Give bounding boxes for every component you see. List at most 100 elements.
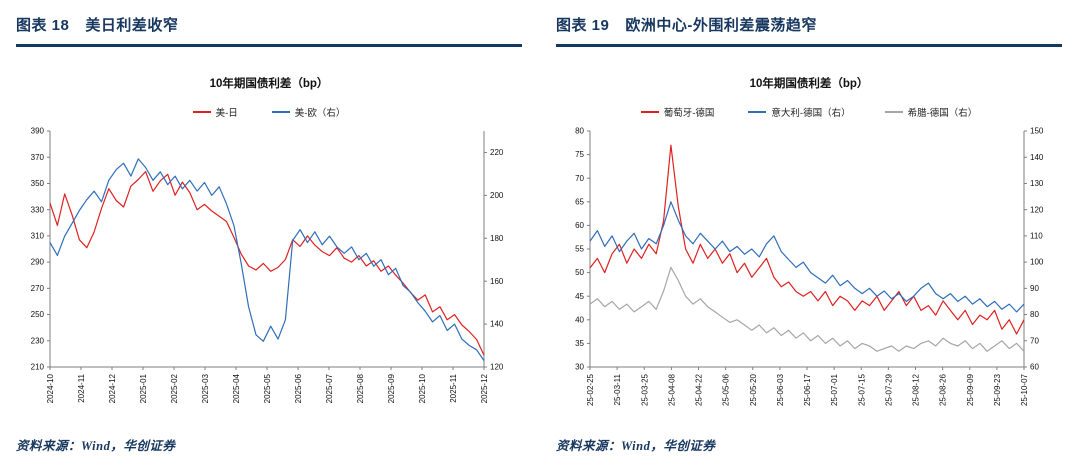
legend-label: 美-日	[215, 108, 238, 119]
svg-text:50: 50	[575, 268, 584, 277]
svg-text:25-06-17: 25-06-17	[803, 373, 812, 406]
legend-item: 希腊-德国（右）	[884, 105, 978, 119]
svg-text:25-04-22: 25-04-22	[695, 373, 704, 406]
svg-text:120: 120	[1030, 205, 1044, 214]
legend-swatch	[192, 111, 211, 113]
svg-text:25-10-07: 25-10-07	[1020, 373, 1029, 406]
figure-panel-19: 图表 19 欧洲中心-外围利差震荡趋窄 10年期国债利差（bp） 葡萄牙-德国 意…	[540, 0, 1080, 468]
legend-swatch	[271, 111, 290, 113]
svg-text:25-05-06: 25-05-06	[722, 373, 731, 406]
figure-caption: 图表 19 欧洲中心-外围利差震荡趋窄	[556, 14, 1062, 47]
legend-swatch	[640, 111, 659, 113]
legend-label: 葡萄牙-德国	[663, 108, 715, 119]
svg-text:45: 45	[575, 292, 584, 301]
svg-text:390: 390	[31, 127, 45, 136]
svg-text:25-07-15: 25-07-15	[857, 373, 866, 406]
svg-text:80: 80	[1030, 310, 1039, 319]
svg-text:25-09-23: 25-09-23	[993, 373, 1002, 406]
svg-text:55: 55	[575, 245, 584, 254]
svg-text:2025-12: 2025-12	[480, 373, 489, 403]
svg-text:270: 270	[31, 284, 45, 293]
svg-text:2025-01: 2025-01	[139, 373, 148, 403]
svg-text:2024-12: 2024-12	[108, 373, 117, 403]
svg-text:25-09-09: 25-09-09	[966, 373, 975, 406]
svg-text:90: 90	[1030, 284, 1039, 293]
legend-item: 意大利-德国（右）	[748, 105, 851, 119]
svg-text:310: 310	[31, 231, 45, 240]
svg-text:70: 70	[1030, 336, 1039, 345]
line-chart: 30 35 40 45 50 55 60 65 70 75 80 60 70 80 90 100 110 120 1…	[575, 127, 1044, 406]
svg-text:110: 110	[1030, 231, 1043, 240]
svg-text:75: 75	[575, 150, 584, 159]
svg-text:60: 60	[575, 221, 584, 230]
chart-title: 10年期国债利差（bp）	[749, 78, 869, 90]
svg-text:35: 35	[575, 339, 584, 348]
svg-text:25-08-12: 25-08-12	[912, 373, 921, 406]
svg-text:2025-05: 2025-05	[263, 373, 272, 403]
svg-text:210: 210	[31, 363, 45, 372]
legend-item: 美-日	[192, 105, 238, 119]
legend-label: 希腊-德国（右）	[907, 108, 978, 119]
figure-title: 欧洲中心-外围利差震荡趋窄	[625, 17, 817, 34]
svg-text:2025-08: 2025-08	[356, 373, 365, 403]
svg-text:25-04-08: 25-04-08	[667, 373, 676, 406]
figure-title: 美日利差收窄	[85, 17, 179, 34]
svg-text:2025-04: 2025-04	[232, 373, 241, 403]
svg-text:120: 120	[490, 363, 504, 372]
svg-text:290: 290	[31, 258, 45, 267]
svg-text:140: 140	[1030, 153, 1044, 162]
source-note: 资料来源：Wind，华创证券	[556, 439, 716, 453]
svg-text:25-05-20: 25-05-20	[749, 373, 758, 406]
svg-text:2025-06: 2025-06	[294, 373, 303, 403]
svg-text:160: 160	[490, 277, 504, 286]
svg-text:40: 40	[575, 315, 584, 324]
svg-text:2025-02: 2025-02	[170, 373, 179, 403]
chart-block: 10年期国债利差（bp） 葡萄牙-德国 意大利-德国（右） 希腊-德国（右） 30 3…	[556, 47, 1062, 435]
svg-text:2025-11: 2025-11	[449, 373, 458, 402]
svg-text:65: 65	[575, 197, 584, 206]
svg-text:150: 150	[1030, 127, 1044, 136]
svg-text:220: 220	[490, 148, 504, 157]
chart-block: 10年期国债利差（bp） 美-日 美-欧（右） 210 230 250 270 290 31…	[16, 47, 522, 435]
svg-text:25-02-25: 25-02-25	[586, 373, 595, 406]
svg-text:2025-07: 2025-07	[325, 373, 334, 403]
svg-text:200: 200	[490, 191, 504, 200]
svg-text:25-07-01: 25-07-01	[830, 373, 839, 406]
svg-text:25-08-26: 25-08-26	[939, 373, 948, 406]
figure-number: 图表 19	[556, 17, 610, 34]
chart-title: 10年期国债利差（bp）	[209, 78, 329, 90]
svg-text:25-03-25: 25-03-25	[640, 373, 649, 406]
svg-text:70: 70	[575, 174, 584, 183]
svg-text:2025-10: 2025-10	[418, 373, 427, 403]
svg-text:230: 230	[31, 336, 45, 345]
svg-text:330: 330	[31, 205, 45, 214]
svg-text:130: 130	[1030, 179, 1044, 188]
svg-text:350: 350	[31, 179, 45, 188]
svg-text:25-06-03: 25-06-03	[776, 373, 785, 406]
figure-number: 图表 18	[16, 17, 70, 34]
svg-text:60: 60	[1030, 363, 1039, 372]
svg-text:80: 80	[575, 127, 584, 136]
source-note: 资料来源：Wind，华创证券	[16, 439, 176, 453]
svg-text:2024-11: 2024-11	[77, 373, 86, 402]
svg-text:370: 370	[31, 153, 45, 162]
svg-text:25-07-29: 25-07-29	[884, 373, 893, 406]
chart-legend: 美-日 美-欧（右）	[192, 105, 346, 119]
svg-text:2025-03: 2025-03	[201, 373, 210, 403]
svg-text:100: 100	[1030, 258, 1044, 267]
legend-swatch	[884, 111, 903, 113]
svg-text:25-03-11: 25-03-11	[613, 373, 622, 405]
svg-text:2024-10: 2024-10	[46, 373, 55, 403]
legend-swatch	[748, 111, 767, 113]
svg-text:250: 250	[31, 310, 45, 319]
figure-panel-18: 图表 18 美日利差收窄 10年期国债利差（bp） 美-日 美-欧（右） 210 2…	[16, 14, 522, 453]
line-chart: 210 230 250 270 290 310 330 350 370 390 120 140 160 1…	[31, 127, 504, 404]
legend-item: 葡萄牙-德国	[640, 105, 715, 119]
legend-label: 美-欧（右）	[294, 108, 346, 119]
figure-caption: 图表 18 美日利差收窄	[16, 14, 522, 47]
legend-label: 意大利-德国（右）	[771, 108, 851, 119]
svg-text:30: 30	[575, 363, 584, 372]
svg-text:180: 180	[490, 234, 504, 243]
svg-text:140: 140	[490, 320, 504, 329]
